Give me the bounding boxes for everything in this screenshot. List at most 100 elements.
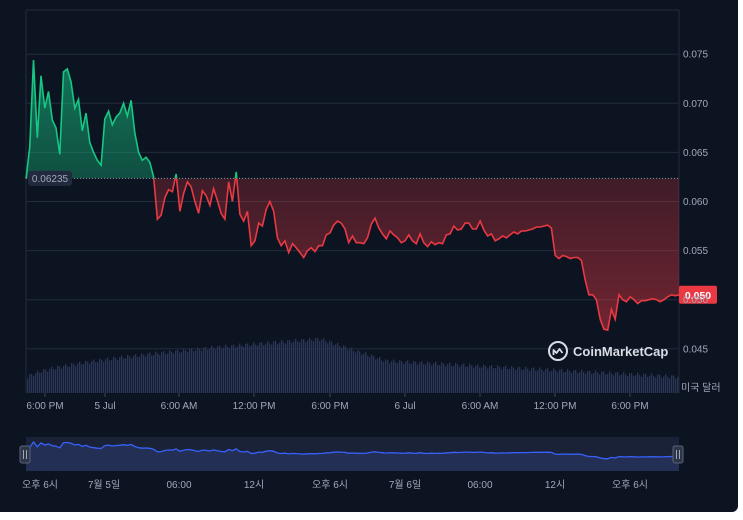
volume-bar (309, 337, 311, 393)
navigator-left-handle[interactable] (19, 445, 31, 464)
volume-bar (125, 358, 127, 393)
volume-bar (41, 372, 43, 393)
volume-bar (143, 354, 145, 393)
volume-bar (31, 374, 33, 393)
volume-bar (271, 344, 273, 393)
volume-bar (353, 350, 355, 393)
range-navigator[interactable] (19, 437, 684, 471)
volume-bar (565, 371, 567, 393)
volume-bar (337, 342, 339, 393)
volume-bar (369, 357, 371, 393)
x-tick-label: 6 Jul (394, 401, 415, 412)
volume-bar (599, 374, 601, 393)
volume-bar (503, 366, 505, 393)
volume-bar (85, 360, 87, 393)
volume-bar (287, 340, 289, 393)
y-tick-label: 0.055 (683, 246, 708, 257)
volume-bar (299, 342, 301, 393)
volume-bar (629, 373, 631, 393)
volume-bar (573, 370, 575, 393)
volume-bar (155, 351, 157, 393)
volume-bar (91, 361, 93, 393)
volume-bar (255, 344, 257, 393)
volume-bars (27, 337, 679, 393)
volume-bar (281, 340, 283, 393)
volume-bar (383, 361, 385, 393)
volume-bar (525, 366, 527, 393)
volume-bar (589, 370, 591, 393)
volume-bar (267, 341, 269, 393)
x-tick-label: 6:00 PM (311, 401, 348, 412)
volume-bar (425, 364, 427, 393)
volume-bar (627, 376, 629, 393)
volume-bar (537, 370, 539, 393)
navigator-tick-label: 오후 6시 (612, 479, 648, 491)
volume-bar (463, 363, 465, 393)
volume-bar (193, 351, 195, 393)
volume-bar (401, 361, 403, 393)
volume-bar (493, 368, 495, 393)
volume-bar (197, 347, 199, 393)
volume-bar (27, 378, 29, 393)
volume-bar (101, 359, 103, 393)
volume-bar (347, 350, 349, 393)
volume-bar (531, 368, 533, 393)
navigator-area (26, 442, 679, 471)
volume-bar (513, 367, 515, 393)
volume-bar (37, 370, 39, 393)
volume-bar (65, 363, 67, 393)
volume-bar (273, 341, 275, 393)
volume-bar (161, 352, 163, 393)
volume-bar (29, 374, 31, 393)
volume-bar (391, 361, 393, 393)
x-tick-label: 5 Jul (94, 401, 115, 412)
volume-bar (113, 356, 115, 393)
volume-bar (499, 366, 501, 393)
volume-bar (93, 359, 95, 393)
volume-bar (117, 360, 119, 393)
navigator-tick-label: 12시 (545, 479, 565, 491)
volume-bar (553, 368, 555, 393)
volume-bar (133, 355, 135, 393)
navigator-tick-label: 06:00 (166, 480, 191, 491)
volume-bar (459, 367, 461, 393)
volume-bar (145, 356, 147, 393)
volume-bar (303, 339, 305, 393)
volume-bar (611, 373, 613, 393)
coinmarketcap-logo (548, 341, 568, 361)
volume-bar (367, 355, 369, 393)
volume-bar (639, 375, 641, 393)
volume-bar (357, 350, 359, 393)
volume-bar (409, 363, 411, 393)
volume-bar (619, 375, 621, 393)
volume-bar (331, 341, 333, 393)
volume-bar (323, 338, 325, 393)
x-tick-label: 6:00 AM (161, 401, 198, 412)
volume-bar (595, 370, 597, 393)
navigator-tick-label: 12시 (244, 479, 264, 491)
volume-bar (345, 346, 347, 393)
volume-bar (643, 373, 645, 393)
y-tick-label: 0.075 (683, 50, 708, 61)
volume-bar (561, 369, 563, 393)
current-price-label: 0.050 (685, 290, 711, 302)
volume-bar (71, 362, 73, 393)
volume-bar (207, 349, 209, 393)
volume-bar (395, 362, 397, 393)
volume-bar (215, 349, 217, 393)
volume-bar (135, 354, 137, 393)
volume-bar (325, 341, 327, 393)
volume-bar (397, 363, 399, 393)
volume-bar (69, 366, 71, 393)
navigator-right-handle[interactable] (672, 445, 684, 464)
volume-bar (655, 377, 657, 393)
volume-bar (57, 365, 59, 393)
price-area-down (26, 178, 679, 331)
volume-bar (177, 349, 179, 393)
volume-bar (487, 368, 489, 393)
volume-bar (379, 356, 381, 393)
volume-bar (451, 365, 453, 393)
volume-bar (557, 372, 559, 393)
volume-bar (625, 374, 627, 393)
